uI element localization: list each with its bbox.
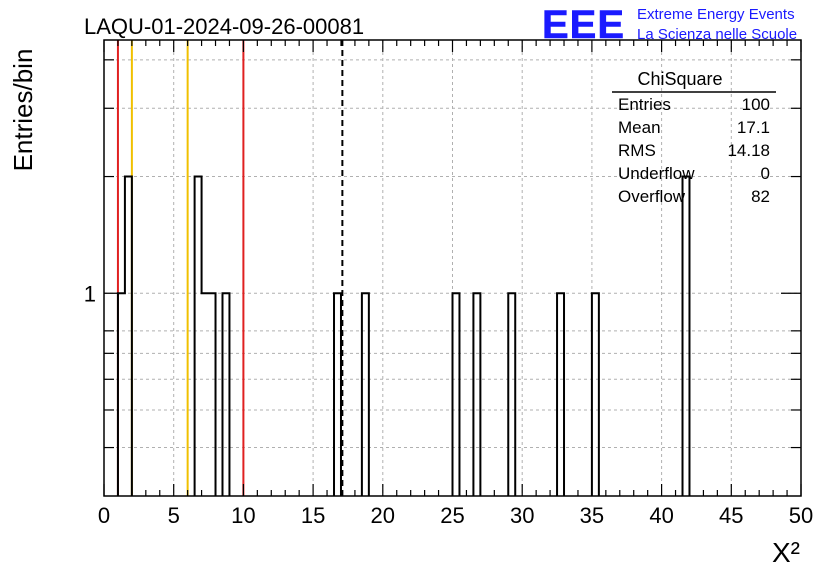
stats-row-label: Underflow: [618, 164, 695, 183]
stats-row-label: Overflow: [618, 187, 686, 206]
histogram-bin: [360, 292, 370, 496]
histogram-bin: [451, 292, 461, 496]
x-tick-labels: 0 5 10 15 20 25 30 35 40 45 50: [98, 503, 813, 528]
y-tick-labels: 1: [84, 281, 96, 306]
eee-logo-mark: EEE: [542, 3, 625, 47]
histogram-bin: [681, 175, 691, 496]
x-tick-label: 5: [168, 503, 180, 528]
x-tick-label: 15: [301, 503, 325, 528]
histogram-bin: [472, 292, 482, 496]
stats-title: ChiSquare: [637, 69, 722, 89]
logo-line-1: Extreme Energy Events: [637, 6, 795, 23]
run-label: LAQU-01-2024-09-26-00081: [84, 14, 364, 39]
histogram-bin: [507, 292, 517, 496]
axis-ticks: [103, 40, 802, 496]
stats-row-value: 82: [751, 187, 770, 206]
histogram-bin: [116, 175, 133, 496]
stats-box: ChiSquare Entries 100 Mean 17.1 RMS 14.18 Unde…: [612, 69, 776, 206]
stats-row-value: 0: [761, 164, 770, 183]
x-tick-label: 25: [440, 503, 464, 528]
x-tick-label: 10: [231, 503, 255, 528]
stats-row-label: RMS: [618, 141, 656, 160]
x-tick-label: 35: [580, 503, 604, 528]
stats-row-label: Mean: [618, 118, 661, 137]
stats-row-label: Entries: [618, 95, 671, 114]
x-tick-label: 45: [719, 503, 743, 528]
x-tick-label: 50: [789, 503, 813, 528]
histogram-bin: [193, 175, 217, 496]
histogram-bin: [590, 292, 600, 496]
stats-row-value: 100: [742, 95, 770, 114]
histogram-bin: [333, 292, 342, 496]
x-tick-label: 20: [371, 503, 395, 528]
x-tick-label: 0: [98, 503, 110, 528]
stats-row-value: 17.1: [737, 118, 770, 137]
y-axis-label: Entries/bin: [8, 49, 38, 172]
histogram-bin: [556, 292, 566, 496]
x-tick-label: 30: [510, 503, 534, 528]
histogram-bin: [221, 292, 231, 496]
x-axis-label: X²: [772, 537, 800, 568]
logo-line-2: La Scienza nelle Scuole: [637, 26, 797, 43]
y-tick-label: 1: [84, 281, 96, 306]
stats-row-value: 14.18: [727, 141, 770, 160]
histogram-bins: [116, 175, 691, 496]
x-tick-label: 40: [649, 503, 673, 528]
stats-rows: Entries 100 Mean 17.1 RMS 14.18 Underflow 0 Over…: [618, 95, 770, 206]
